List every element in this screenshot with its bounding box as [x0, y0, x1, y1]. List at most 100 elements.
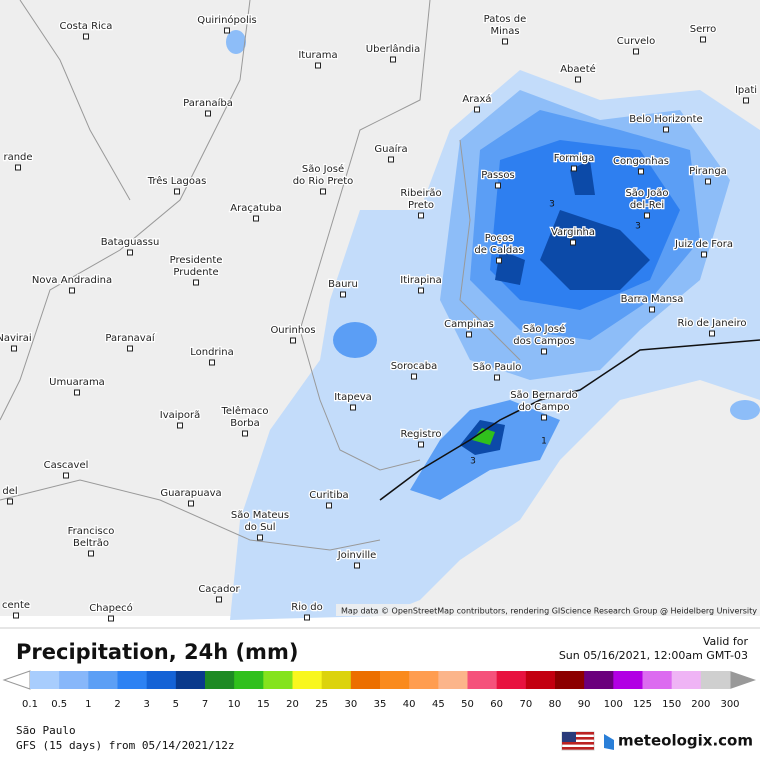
- place-marker: [209, 359, 215, 366]
- place-name: Congonhas: [613, 156, 669, 167]
- place-name: Barra Mansa: [621, 294, 684, 305]
- place-name: São José: [302, 163, 344, 175]
- place-name: Borba: [230, 418, 260, 429]
- legend-swatch: [642, 671, 673, 689]
- place-name: Rio do: [291, 602, 323, 613]
- place-marker: [108, 615, 114, 622]
- legend-swatch: [380, 671, 410, 689]
- place-name: Curvelo: [617, 36, 655, 47]
- legend: 0.1 0.5 1 2 3 5 7 10 15 20 25 30 35 40 45 50 60 70 80 90 100…: [2, 670, 756, 710]
- flag: [561, 731, 595, 751]
- place-marker: [174, 188, 180, 195]
- place-name: Cascavel: [44, 460, 89, 471]
- legend-arrow-right: [730, 671, 756, 689]
- place-marker: [418, 287, 424, 294]
- place-marker: [474, 106, 480, 113]
- place-marker: [127, 249, 133, 256]
- place-marker: [216, 596, 222, 603]
- place-name: Ivaiporã: [160, 410, 200, 421]
- legend-label: 30: [344, 699, 357, 710]
- place-marker: [541, 414, 547, 421]
- place-name: do Campo: [519, 402, 570, 413]
- legend-label: 70: [519, 699, 532, 710]
- place-name: Nova Andradina: [32, 275, 112, 286]
- legend-label: 35: [374, 699, 387, 710]
- place-name: São João: [625, 188, 668, 199]
- place-name: Formiga: [554, 153, 594, 164]
- legend-swatch: [205, 671, 235, 689]
- coastline: [379, 339, 760, 501]
- contour-label: 3: [549, 200, 555, 210]
- place-marker: [290, 337, 296, 344]
- place-name: São Mateus: [231, 510, 289, 521]
- place-marker: [188, 500, 194, 507]
- place-marker: [253, 215, 259, 222]
- place-name: Sorocaba: [391, 361, 438, 372]
- legend-swatch: [496, 671, 527, 689]
- place-name: Quirinópolis: [197, 14, 257, 26]
- place-marker: [700, 36, 706, 43]
- place-name: Araxá: [462, 93, 491, 105]
- place-name: Londrina: [190, 347, 234, 358]
- place-name: Bauru: [328, 279, 358, 290]
- place-marker: [743, 97, 749, 104]
- place-name: Juiz de Fora: [674, 239, 733, 250]
- place-name: Prudente: [173, 267, 218, 278]
- place-marker: [390, 56, 396, 63]
- place-name: Paranaíba: [183, 97, 233, 109]
- place-name: Varginha: [551, 227, 595, 238]
- legend-label: 25: [315, 699, 328, 710]
- place-marker: [326, 502, 332, 509]
- place-marker: [644, 212, 650, 219]
- place-name: Guarapuava: [160, 488, 221, 499]
- place-marker: [340, 291, 346, 298]
- place-marker: [638, 168, 644, 175]
- contour-label: 1: [541, 437, 547, 447]
- title: Precipitation, 24h (mm): [16, 640, 298, 664]
- legend-label: 80: [549, 699, 562, 710]
- legend-swatch: [263, 671, 293, 689]
- legend-swatch: [700, 671, 731, 689]
- place-marker: [701, 251, 707, 258]
- place-name: Registro: [401, 429, 442, 440]
- place-name: São Bernardo: [510, 390, 578, 401]
- place-marker: [177, 422, 183, 429]
- place-marker: [496, 257, 502, 264]
- place-name: do Rio Preto: [293, 176, 354, 187]
- place-name: Guaíra: [374, 143, 407, 155]
- place-marker: [127, 345, 133, 352]
- valid-time: Sun 05/16/2021, 12:00am GMT-03: [559, 649, 748, 662]
- place-marker: [205, 110, 211, 117]
- place-marker: [649, 306, 655, 313]
- place-marker: [354, 562, 360, 569]
- place-name: de Caldas: [474, 245, 523, 256]
- legend-label: 60: [490, 699, 503, 710]
- legend-swatch: [292, 671, 323, 689]
- model-run: GFS (15 days) from 05/14/2021/12z: [16, 739, 235, 752]
- place-name: Serro: [690, 24, 716, 35]
- brand: meteologix.com: [618, 732, 753, 750]
- legend-swatch: [555, 671, 585, 689]
- legend-label: 0.5: [51, 699, 67, 710]
- legend-swatch: [438, 671, 468, 689]
- place-marker: [7, 498, 13, 505]
- legend-arrow-left: [2, 670, 31, 690]
- place-marker: [74, 389, 80, 396]
- place-marker: [11, 345, 17, 352]
- legend-swatch: [584, 671, 614, 689]
- place-marker: [571, 165, 577, 172]
- place-marker: [193, 279, 199, 286]
- place-name: Patos de: [484, 14, 527, 25]
- legend-label: 20: [286, 699, 299, 710]
- place-name: Presidente: [170, 255, 223, 266]
- place-name: Belo Horizonte: [629, 114, 702, 125]
- attribution: Map data © OpenStreetMap contributors, r…: [341, 607, 757, 616]
- place-name: Curitiba: [309, 490, 348, 501]
- legend-swatch: [175, 671, 206, 689]
- place-marker: [633, 48, 639, 55]
- legend-swatch: [117, 671, 148, 689]
- legend-swatch: [350, 671, 381, 689]
- legend-label: 50: [461, 699, 474, 710]
- place-name: Chapecó: [89, 602, 133, 614]
- place-name: del: [2, 486, 17, 497]
